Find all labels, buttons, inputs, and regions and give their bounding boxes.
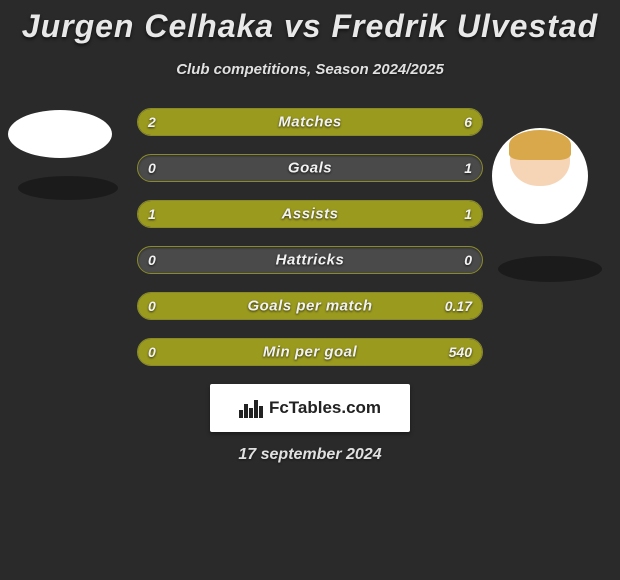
- player-left-shadow: [18, 176, 118, 200]
- stat-value-left: 0: [148, 344, 156, 360]
- stat-label: Goals per match: [247, 298, 372, 315]
- date-text: 17 september 2024: [0, 446, 620, 464]
- stat-label: Matches: [278, 114, 342, 131]
- stat-value-left: 1: [148, 206, 156, 222]
- stat-value-left: 0: [148, 298, 156, 314]
- stat-value-left: 0: [148, 160, 156, 176]
- comparison-infographic: Jurgen Celhaka vs Fredrik Ulvestad Club …: [0, 0, 620, 580]
- stat-value-right: 1: [464, 160, 472, 176]
- bar-fill-right: [224, 109, 482, 135]
- stat-value-right: 540: [449, 344, 472, 360]
- player-left-avatar: [8, 110, 112, 158]
- stat-value-left: 2: [148, 114, 156, 130]
- stat-row: 0 Hattricks 0: [137, 246, 483, 274]
- stat-row: 2 Matches 6: [137, 108, 483, 136]
- brand-text: FcTables.com: [269, 398, 381, 418]
- stat-label: Hattricks: [276, 252, 345, 269]
- stat-value-right: 1: [464, 206, 472, 222]
- page-title: Jurgen Celhaka vs Fredrik Ulvestad: [0, 8, 620, 45]
- stat-row: 0 Goals per match 0.17: [137, 292, 483, 320]
- stat-label: Min per goal: [263, 344, 357, 361]
- stat-value-right: 0: [464, 252, 472, 268]
- stat-row: 0 Goals 1: [137, 154, 483, 182]
- stat-label: Goals: [288, 160, 332, 177]
- stat-value-right: 6: [464, 114, 472, 130]
- player-right-avatar: [492, 128, 588, 224]
- brand-badge: FcTables.com: [210, 384, 410, 432]
- stat-label: Assists: [282, 206, 339, 223]
- subtitle: Club competitions, Season 2024/2025: [0, 61, 620, 78]
- stat-value-left: 0: [148, 252, 156, 268]
- fctables-icon: [239, 398, 263, 418]
- stat-value-right: 0.17: [445, 298, 472, 314]
- stat-bars: 2 Matches 6 0 Goals 1 1 Assists 1 0 Hattricks 0 0 Goa…: [137, 108, 483, 366]
- player-right-shadow: [498, 256, 602, 282]
- stat-row: 1 Assists 1: [137, 200, 483, 228]
- stat-row: 0 Min per goal 540: [137, 338, 483, 366]
